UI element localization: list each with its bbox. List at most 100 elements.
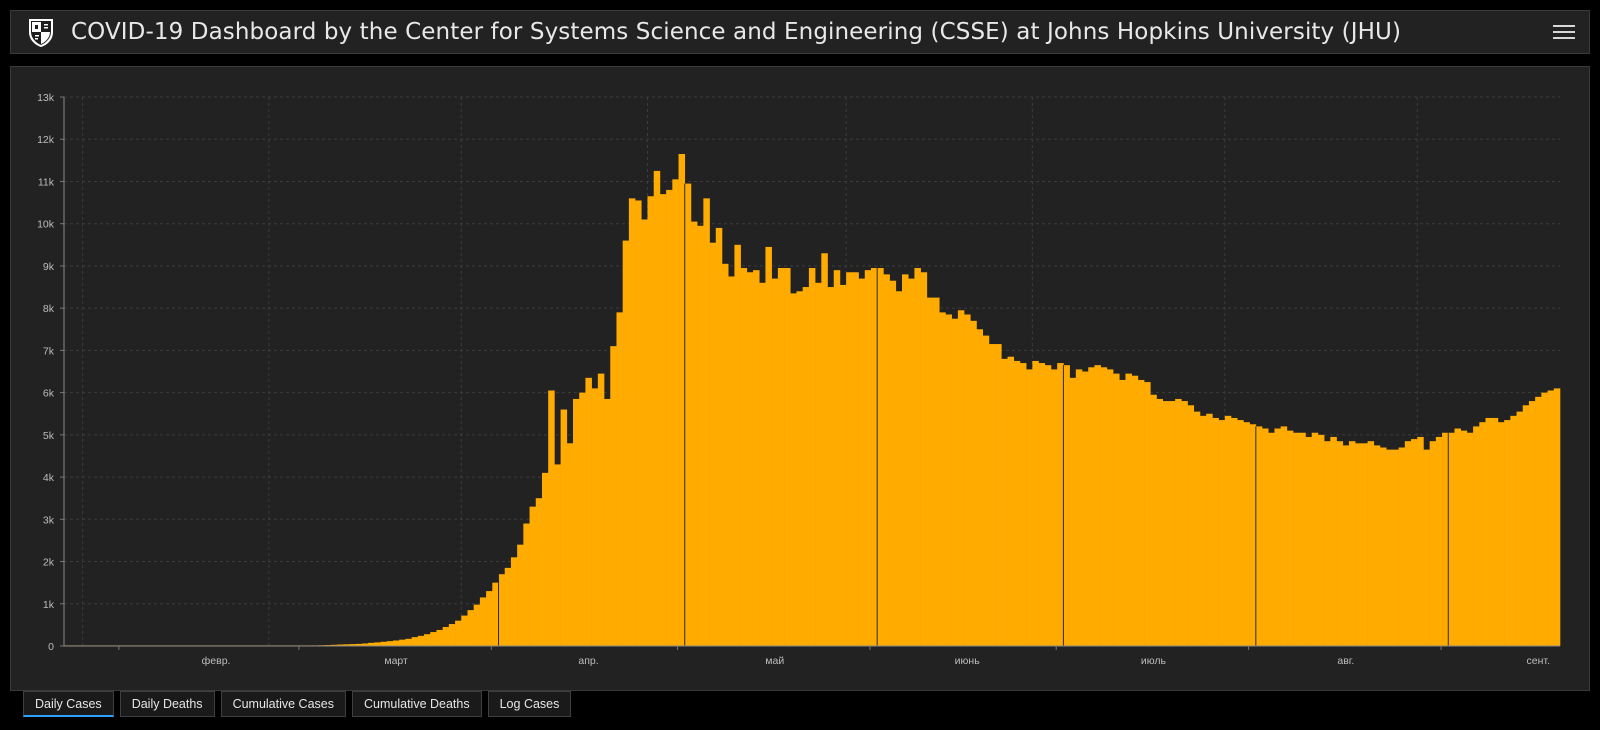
daily-cases-bar[interactable] (628, 198, 636, 646)
daily-cases-bar[interactable] (852, 272, 859, 646)
daily-cases-bar[interactable] (939, 312, 946, 646)
daily-cases-bar[interactable] (1082, 371, 1089, 647)
daily-cases-bar[interactable] (1423, 449, 1430, 646)
daily-cases-bar[interactable] (1311, 432, 1319, 646)
daily-cases-bar[interactable] (392, 640, 400, 646)
daily-cases-bar[interactable] (1305, 436, 1313, 646)
daily-cases-bar[interactable] (1286, 430, 1294, 646)
daily-cases-bar[interactable] (529, 506, 537, 646)
daily-cases-bar[interactable] (765, 246, 772, 646)
daily-cases-bar[interactable] (548, 390, 555, 646)
daily-cases-bar[interactable] (1336, 441, 1344, 646)
daily-cases-bar[interactable] (1193, 411, 1201, 646)
daily-cases-bar[interactable] (1137, 379, 1145, 646)
daily-cases-bar[interactable] (1367, 441, 1375, 646)
daily-cases-bar[interactable] (1075, 369, 1083, 646)
daily-cases-bar[interactable] (951, 318, 959, 646)
daily-cases-bar[interactable] (945, 314, 952, 646)
daily-cases-bar[interactable] (1019, 363, 1027, 646)
daily-cases-bar[interactable] (405, 638, 412, 646)
daily-cases-bar[interactable] (1175, 398, 1182, 646)
daily-cases-bar[interactable] (424, 634, 431, 646)
daily-cases-bar[interactable] (1224, 415, 1232, 646)
daily-cases-bar[interactable] (964, 314, 971, 646)
daily-cases-bar[interactable] (721, 263, 729, 646)
daily-cases-bar[interactable] (1069, 377, 1077, 646)
daily-cases-bar[interactable] (1373, 445, 1381, 646)
daily-cases-bar[interactable] (746, 272, 754, 646)
daily-cases-bar[interactable] (833, 270, 841, 646)
daily-cases-bar[interactable] (1466, 432, 1474, 646)
daily-cases-bar[interactable] (337, 644, 344, 646)
daily-cases-bar[interactable] (504, 567, 512, 646)
daily-cases-bar[interactable] (591, 388, 599, 646)
daily-cases-bar[interactable] (1411, 439, 1418, 646)
daily-cases-bar[interactable] (417, 635, 425, 646)
daily-cases-bar[interactable] (455, 620, 462, 646)
daily-cases-bar[interactable] (1491, 417, 1499, 646)
daily-cases-bar[interactable] (1429, 441, 1437, 646)
daily-cases-bar[interactable] (1497, 422, 1505, 646)
daily-cases-bar[interactable] (436, 629, 443, 646)
daily-cases-bar[interactable] (1553, 388, 1561, 646)
daily-cases-bar[interactable] (1243, 422, 1250, 646)
daily-cases-bar[interactable] (920, 272, 928, 646)
daily-cases-bar[interactable] (1504, 420, 1511, 646)
daily-cases-bar[interactable] (1485, 417, 1493, 646)
tab-daily-cases[interactable]: Daily Cases (23, 691, 114, 717)
daily-cases-bar[interactable] (1001, 358, 1008, 646)
daily-cases-bar[interactable] (473, 604, 481, 646)
daily-cases-bar[interactable] (690, 221, 698, 647)
daily-cases-bar[interactable] (1299, 432, 1306, 646)
daily-cases-bar[interactable] (1026, 369, 1033, 646)
daily-cases-bar[interactable] (1541, 392, 1548, 646)
daily-cases-bar[interactable] (1398, 447, 1406, 646)
daily-cases-bar[interactable] (1547, 390, 1555, 646)
daily-cases-bar[interactable] (1330, 436, 1337, 646)
daily-cases-bar[interactable] (740, 268, 748, 646)
daily-cases-bar[interactable] (1156, 398, 1164, 646)
daily-cases-bar[interactable] (796, 291, 803, 646)
daily-cases-bar[interactable] (709, 242, 717, 646)
daily-cases-bar[interactable] (647, 196, 655, 646)
daily-cases-bar[interactable] (573, 398, 580, 646)
daily-cases-bar[interactable] (622, 240, 630, 647)
daily-cases-bar[interactable] (784, 268, 791, 646)
daily-cases-bar[interactable] (1050, 369, 1058, 646)
daily-cases-bar[interactable] (908, 278, 915, 646)
daily-cases-bar[interactable] (517, 544, 524, 646)
daily-cases-bar[interactable] (585, 377, 592, 646)
daily-cases-bar[interactable] (1162, 401, 1170, 646)
daily-cases-bar[interactable] (902, 274, 909, 646)
daily-cases-bar[interactable] (566, 443, 574, 646)
daily-cases-bar[interactable] (914, 268, 921, 646)
daily-cases-bar[interactable] (635, 200, 642, 646)
daily-cases-bar[interactable] (448, 624, 456, 646)
daily-cases-bar[interactable] (1218, 420, 1226, 646)
daily-cases-bar[interactable] (753, 270, 760, 646)
daily-cases-bar[interactable] (1324, 441, 1331, 646)
daily-cases-bar[interactable] (510, 557, 518, 646)
daily-cases-bar[interactable] (1231, 417, 1238, 646)
daily-cases-bar[interactable] (970, 320, 977, 646)
daily-cases-bar[interactable] (604, 398, 611, 646)
daily-cases-bar[interactable] (846, 272, 853, 646)
daily-cases-bar[interactable] (523, 523, 530, 646)
daily-cases-bar[interactable] (1168, 401, 1176, 646)
daily-cases-bar[interactable] (1280, 426, 1288, 646)
daily-cases-bar[interactable] (895, 291, 903, 646)
daily-cases-bar[interactable] (976, 329, 984, 646)
daily-cases-bar[interactable] (486, 591, 493, 646)
daily-cases-bar[interactable] (1522, 405, 1530, 646)
daily-cases-bar[interactable] (995, 344, 1002, 646)
daily-cases-bar[interactable] (802, 287, 810, 646)
daily-cases-bar[interactable] (368, 642, 375, 646)
daily-cases-bar[interactable] (1094, 365, 1101, 646)
daily-cases-bar[interactable] (1038, 363, 1046, 646)
daily-cases-bar[interactable] (1057, 363, 1064, 646)
daily-cases-bar[interactable] (399, 639, 406, 646)
daily-cases-bar[interactable] (1237, 420, 1244, 646)
daily-cases-bar[interactable] (1212, 417, 1219, 646)
daily-cases-bar[interactable] (411, 637, 419, 646)
daily-cases-bar[interactable] (1088, 367, 1095, 646)
